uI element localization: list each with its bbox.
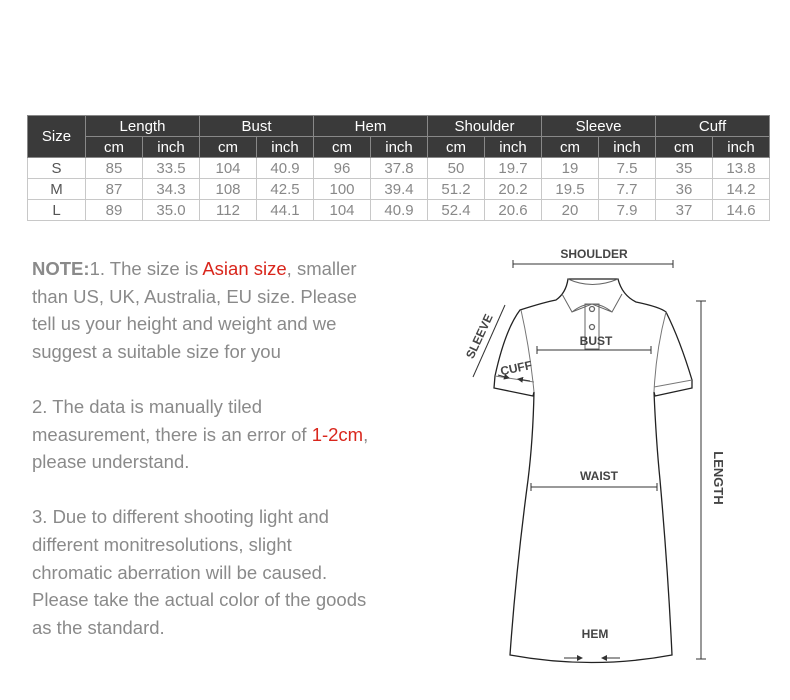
unit-header: inch bbox=[142, 136, 200, 158]
size-table: Size Length Bust Hem Shoulder Sleeve Cuff cm i… bbox=[27, 115, 770, 221]
length-label: LENGTH bbox=[711, 451, 726, 504]
bust-label: BUST bbox=[580, 334, 613, 348]
unit-header: inch bbox=[370, 136, 428, 158]
unit-header: cm bbox=[655, 136, 713, 158]
note-3: 3. Due to different shooting light and d… bbox=[32, 506, 367, 638]
value-cell: 37 bbox=[655, 199, 713, 221]
note-2-text: 2. The data is manually tiled measuremen… bbox=[32, 395, 312, 445]
value-cell: 52.4 bbox=[427, 199, 485, 221]
asian-size-highlight: Asian size bbox=[202, 258, 287, 279]
column-group-header: Sleeve bbox=[541, 115, 656, 137]
waist-label: WAIST bbox=[580, 469, 619, 483]
value-cell: 104 bbox=[313, 199, 371, 221]
unit-header: inch bbox=[484, 136, 542, 158]
note-1: NOTE:1. The size is Asian size, smaller … bbox=[32, 255, 372, 365]
value-cell: 50 bbox=[427, 157, 485, 179]
value-cell: 100 bbox=[313, 178, 371, 200]
shoulder-label: SHOULDER bbox=[560, 247, 628, 261]
note-1-text: 1. The size is bbox=[89, 258, 203, 279]
dress-outline bbox=[493, 278, 693, 664]
value-cell: 40.9 bbox=[370, 199, 428, 221]
value-cell: 42.5 bbox=[256, 178, 314, 200]
cuff-label: CUFF bbox=[499, 358, 533, 378]
error-range-highlight: 1-2cm bbox=[311, 423, 364, 445]
table-row: S 85 33.5 104 40.9 96 37.8 50 19.7 19 7.5 35 13.8 bbox=[27, 157, 770, 179]
column-group-header: Cuff bbox=[655, 115, 770, 137]
column-group-header: Hem bbox=[313, 115, 428, 137]
unit-header: cm bbox=[199, 136, 257, 158]
value-cell: 14.6 bbox=[712, 199, 770, 221]
value-cell: 19.5 bbox=[541, 178, 599, 200]
value-cell: 20.6 bbox=[484, 199, 542, 221]
note-label: NOTE: bbox=[32, 258, 90, 279]
note-1-text-cont: , smaller than US, UK, Australia, EU siz… bbox=[32, 258, 357, 362]
table-row: L 89 35.0 112 44.1 104 40.9 52.4 20.6 20 7.9 37 14.6 bbox=[27, 199, 770, 221]
value-cell: 104 bbox=[199, 157, 257, 179]
note-2: 2. The data is manually tiled measuremen… bbox=[32, 393, 372, 476]
value-cell: 35.0 bbox=[142, 199, 200, 221]
unit-header: inch bbox=[598, 136, 656, 158]
hem-label: HEM bbox=[582, 627, 609, 641]
unit-header: cm bbox=[541, 136, 599, 158]
value-cell: 37.8 bbox=[370, 157, 428, 179]
value-cell: 13.8 bbox=[712, 157, 770, 179]
note-2-text-cont: , please understand. bbox=[32, 423, 369, 473]
measure-lines bbox=[472, 260, 706, 661]
value-cell: 7.7 bbox=[598, 178, 656, 200]
sleeve-line bbox=[472, 304, 506, 378]
size-header: Size bbox=[27, 115, 86, 158]
notes: NOTE:1. The size is Asian size, smaller … bbox=[32, 255, 372, 669]
